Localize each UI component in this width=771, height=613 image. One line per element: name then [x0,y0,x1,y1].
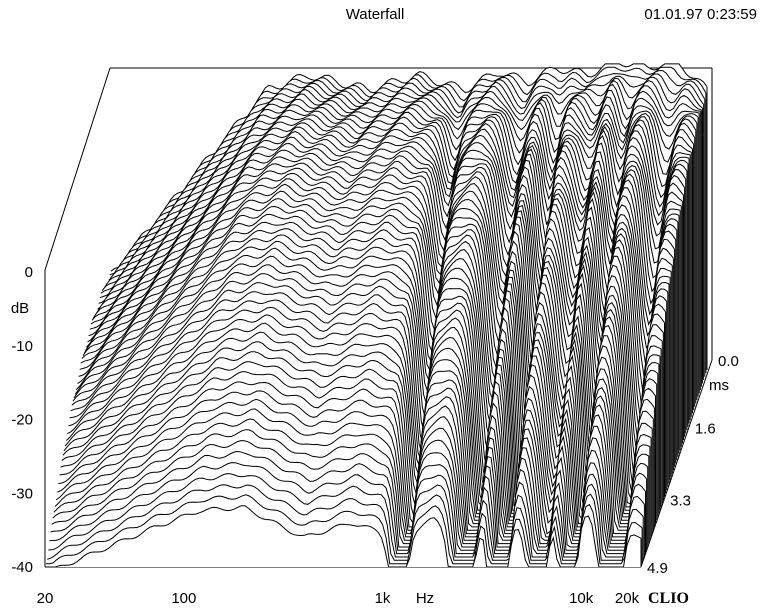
back-left-edge [44,67,111,271]
z-tick-label: 4.9 [647,560,668,577]
slice-line [103,83,701,291]
slice-line [48,473,645,558]
x-tick-labels: 20 100 1k 10k 20k [37,590,640,607]
x-axis-label: Hz [416,590,434,607]
z-tick-label: 1.6 [695,421,716,438]
z-tick-label: 3.3 [670,492,691,509]
slice-line [98,112,696,304]
slice-line [99,110,697,299]
y-tick-label: -10 [11,338,33,355]
slice-line [49,462,646,555]
slice-line [89,160,687,330]
clio-logo: CLIO [648,590,689,607]
z-tick-label: 0.0 [718,353,739,370]
slice-line [47,484,644,561]
slice-line [50,450,647,551]
y-tick-label: -30 [11,485,33,502]
x-tick-label: 1k [375,590,391,607]
y-axis-label: dB [11,300,29,317]
x-tick-label: 20k [615,590,640,607]
slice-line [88,165,686,337]
chart-title: Waterfall [346,6,405,23]
y-tick-label: 0 [25,264,33,281]
x-axis: Hz 20 100 1k 10k 20k [37,590,640,607]
x-tick-label: 10k [569,590,594,607]
y-tick-label: -20 [11,412,33,429]
z-tick-labels: 0.0 1.6 3.3 4.9 [647,353,739,577]
timestamp: 01.01.97 0:23:59 [644,6,757,23]
right-floor-edge [640,359,713,568]
x-tick-label: 100 [171,590,196,607]
slice-line [79,221,677,389]
slice-line [46,494,643,565]
slice-line [87,168,684,343]
slice-line [80,213,678,377]
slice-line [100,104,698,294]
slice-line [101,96,699,292]
y-axis: dB 0 -10 -20 -30 -40 [11,264,33,576]
z-axis: ms 0.0 1.6 3.3 4.9 [647,353,739,577]
y-tick-label: -40 [11,559,33,576]
y-tick-labels: 0 -10 -20 -30 -40 [11,264,33,576]
slice-mask [45,505,641,567]
slice-line [102,89,700,291]
slice-line [90,153,688,325]
waterfall-slices [45,63,708,568]
slice-line [45,505,642,568]
z-axis-label: ms [709,377,729,394]
x-tick-label: 20 [37,590,54,607]
